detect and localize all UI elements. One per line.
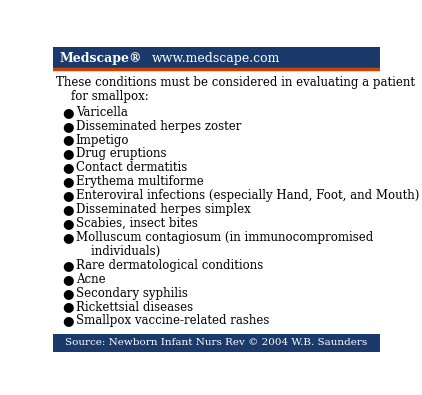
Text: ●: ● bbox=[62, 189, 74, 202]
Text: ●: ● bbox=[62, 106, 74, 119]
Text: Impetigo: Impetigo bbox=[76, 134, 129, 147]
Text: Source: Newborn Infant Nurs Rev © 2004 W.B. Saunders: Source: Newborn Infant Nurs Rev © 2004 W… bbox=[65, 338, 368, 347]
Text: individuals): individuals) bbox=[76, 245, 160, 258]
Text: www.medscape.com: www.medscape.com bbox=[152, 52, 281, 65]
Text: Smallpox vaccine-related rashes: Smallpox vaccine-related rashes bbox=[76, 314, 269, 327]
Text: ●: ● bbox=[62, 134, 74, 147]
Text: Disseminated herpes simplex: Disseminated herpes simplex bbox=[76, 203, 250, 216]
Text: Molluscum contagiosum (in immunocompromised: Molluscum contagiosum (in immunocompromi… bbox=[76, 231, 373, 244]
Text: Drug eruptions: Drug eruptions bbox=[76, 147, 166, 160]
Text: ●: ● bbox=[62, 259, 74, 272]
Text: ●: ● bbox=[62, 120, 74, 133]
Bar bbox=[53, 47, 380, 69]
Text: Enteroviral infections (especially Hand, Foot, and Mouth): Enteroviral infections (especially Hand,… bbox=[76, 189, 419, 202]
Text: ●: ● bbox=[62, 287, 74, 300]
Text: ●: ● bbox=[62, 162, 74, 175]
Text: Secondary syphilis: Secondary syphilis bbox=[76, 287, 187, 300]
Text: These conditions must be considered in evaluating a patient: These conditions must be considered in e… bbox=[56, 76, 415, 89]
Text: Rare dermatological conditions: Rare dermatological conditions bbox=[76, 259, 263, 272]
Text: Erythema multiforme: Erythema multiforme bbox=[76, 175, 203, 188]
Text: ●: ● bbox=[62, 147, 74, 160]
Text: for smallpox:: for smallpox: bbox=[56, 90, 149, 103]
Text: ●: ● bbox=[62, 314, 74, 327]
Bar bbox=[53, 334, 380, 352]
Text: Varicella: Varicella bbox=[76, 106, 127, 119]
Text: ●: ● bbox=[62, 203, 74, 216]
Text: Scabies, insect bites: Scabies, insect bites bbox=[76, 217, 197, 230]
Text: ●: ● bbox=[62, 217, 74, 230]
Text: ●: ● bbox=[62, 231, 74, 244]
Text: Contact dermatitis: Contact dermatitis bbox=[76, 162, 187, 175]
Text: Rickettsial diseases: Rickettsial diseases bbox=[76, 301, 193, 314]
Text: ●: ● bbox=[62, 301, 74, 314]
Text: ●: ● bbox=[62, 175, 74, 188]
Text: ●: ● bbox=[62, 273, 74, 286]
Text: Medscape®: Medscape® bbox=[59, 52, 142, 65]
Text: Disseminated herpes zoster: Disseminated herpes zoster bbox=[76, 120, 241, 133]
Text: Acne: Acne bbox=[76, 273, 105, 286]
